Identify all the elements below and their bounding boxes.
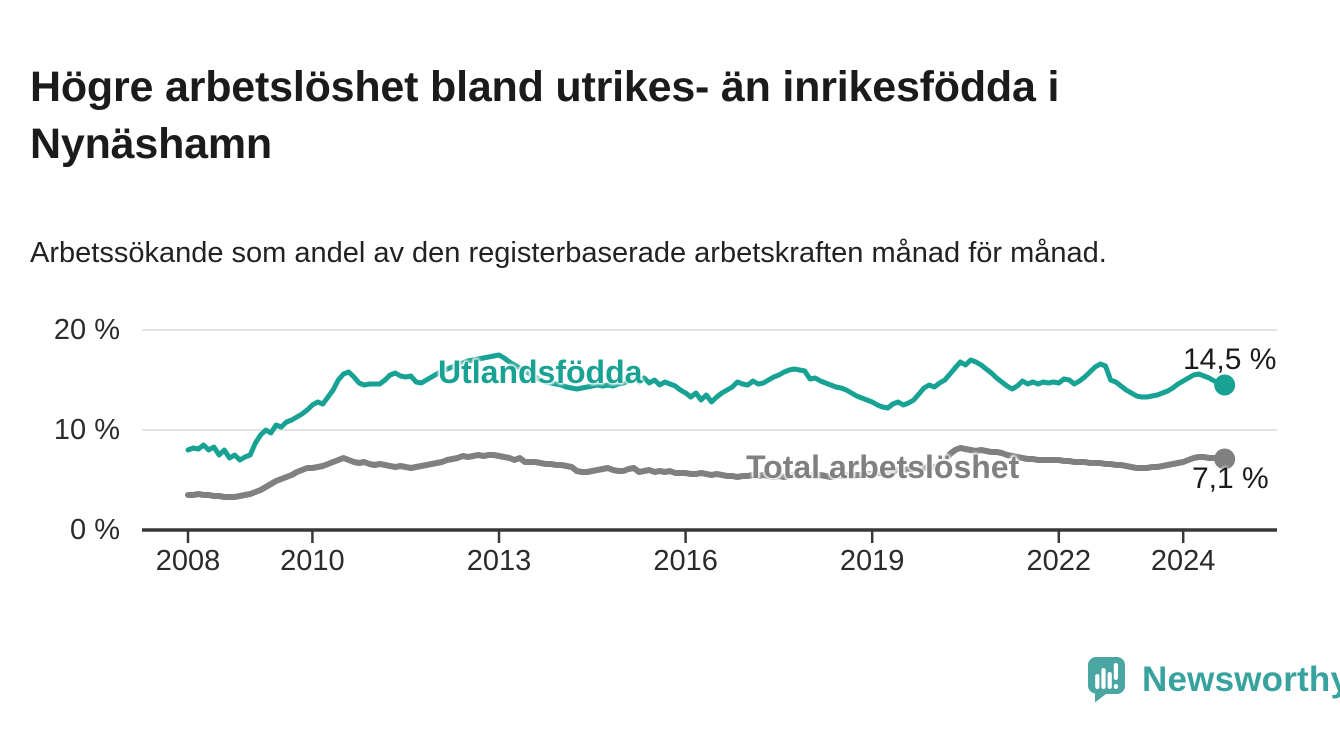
series-label-utlandsfodda: Utlandsfödda xyxy=(438,354,643,390)
newsworthy-logo: Newsworthy xyxy=(1088,657,1340,703)
x-axis-tick-label: 2019 xyxy=(839,545,905,577)
x-axis-tick-label: 2010 xyxy=(280,545,345,577)
x-axis-tick-label: 2022 xyxy=(1026,545,1092,577)
x-axis-tick-label: 2016 xyxy=(653,545,718,577)
chart-subtitle: Arbetssökande som andel av den registerb… xyxy=(30,237,1107,269)
end-value-label-utlandsfodda: 14,5 % xyxy=(1183,343,1277,376)
x-axis-tick-label: 2008 xyxy=(155,545,221,577)
page-title: Högre arbetslöshet bland utrikes- än inr… xyxy=(30,62,1060,168)
series-line-total-arbetsloshet xyxy=(185,445,1228,500)
series-end-dot-utlandsfodda xyxy=(1214,374,1236,396)
x-axis-tick-label: 2013 xyxy=(466,545,532,577)
newsworthy-brand-text: Newsworthy xyxy=(1142,660,1340,699)
end-value-label-total: 7,1 % xyxy=(1192,462,1269,495)
newsworthy-bubble-chart-icon xyxy=(1088,657,1125,703)
y-axis-tick-label: 0 % xyxy=(70,514,120,546)
x-axis-tick-label: 2024 xyxy=(1150,545,1216,577)
series-label-total-arbetsloshet: Total arbetslöshet xyxy=(746,449,1020,485)
series-end-dot-total-arbetsloshet xyxy=(1214,448,1236,470)
series-line-utlandsfodda xyxy=(185,352,1228,463)
y-axis-tick-label: 20 % xyxy=(53,314,120,346)
y-axis-tick-label: 10 % xyxy=(53,414,120,446)
